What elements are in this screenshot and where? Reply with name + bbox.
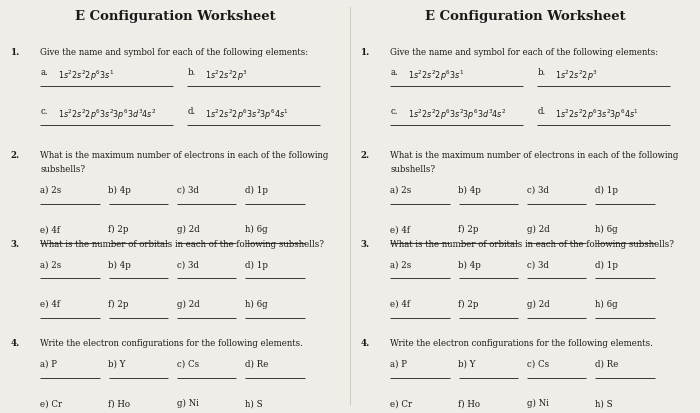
Text: b.: b. [188, 68, 195, 77]
Text: a) 2s: a) 2s [391, 185, 412, 195]
Text: f) 2p: f) 2p [458, 225, 479, 234]
Text: 2.: 2. [360, 151, 370, 160]
Text: What is the maximum number of electrons in each of the following: What is the maximum number of electrons … [391, 151, 678, 160]
Text: 1.: 1. [360, 47, 370, 57]
Text: $1s^22s^22p^3$: $1s^22s^22p^3$ [205, 68, 247, 82]
Text: e) Cr: e) Cr [41, 399, 62, 407]
Text: $1s^22s^22p^63s^1$: $1s^22s^22p^63s^1$ [407, 68, 464, 82]
Text: b) 4p: b) 4p [108, 185, 132, 195]
Text: e) 4f: e) 4f [391, 299, 410, 308]
Text: h) 6g: h) 6g [245, 299, 267, 309]
Text: h) 6g: h) 6g [595, 225, 617, 234]
Text: d.: d. [188, 107, 195, 116]
Text: d) 1p: d) 1p [595, 260, 618, 269]
Text: a) P: a) P [391, 359, 407, 368]
Text: $1s^22s^22p^63s^1$: $1s^22s^22p^63s^1$ [57, 68, 114, 82]
Text: a.: a. [391, 68, 398, 77]
Text: f) 2p: f) 2p [108, 225, 129, 234]
Text: What is the number of orbitals in each of the following subshells?: What is the number of orbitals in each o… [41, 240, 324, 249]
Text: g) Ni: g) Ni [176, 399, 199, 408]
Text: a.: a. [41, 68, 48, 77]
Text: d) Re: d) Re [245, 359, 268, 368]
Text: g) 2d: g) 2d [176, 225, 200, 234]
Text: e) 4f: e) 4f [41, 225, 60, 234]
Text: h) S: h) S [245, 399, 262, 407]
Text: Write the electron configurations for the following elements.: Write the electron configurations for th… [41, 339, 303, 348]
Text: h) 6g: h) 6g [245, 225, 267, 234]
Text: f) Ho: f) Ho [108, 399, 130, 407]
Text: 4.: 4. [360, 339, 370, 348]
Text: b) 4p: b) 4p [108, 260, 132, 269]
Text: d.: d. [538, 107, 545, 116]
Text: c) Cs: c) Cs [526, 359, 549, 368]
Text: f) Ho: f) Ho [458, 399, 480, 407]
Text: h) 6g: h) 6g [595, 299, 617, 309]
Text: d) Re: d) Re [595, 359, 618, 368]
Text: b) 4p: b) 4p [458, 185, 482, 195]
Text: g) 2d: g) 2d [526, 225, 550, 234]
Text: subshells?: subshells? [41, 165, 85, 174]
Text: 3.: 3. [10, 240, 20, 249]
Text: $1s^22s^22p^63s^23p^64s^1$: $1s^22s^22p^63s^23p^64s^1$ [205, 107, 288, 121]
Text: $1s^22s^22p^63s^23p^63d^34s^2$: $1s^22s^22p^63s^23p^63d^34s^2$ [407, 107, 506, 121]
Text: e) Cr: e) Cr [391, 399, 412, 407]
Text: What is the maximum number of electrons in each of the following: What is the maximum number of electrons … [41, 151, 328, 160]
Text: c) 3d: c) 3d [176, 185, 199, 195]
Text: Give the name and symbol for each of the following elements:: Give the name and symbol for each of the… [391, 47, 659, 57]
Text: c) Cs: c) Cs [176, 359, 199, 368]
Text: subshells?: subshells? [391, 165, 435, 174]
Text: 1.: 1. [10, 47, 20, 57]
Text: c.: c. [391, 107, 398, 116]
Text: E Configuration Worksheet: E Configuration Worksheet [425, 10, 625, 23]
Text: g) 2d: g) 2d [176, 299, 200, 309]
Text: $1s^22s^22p^63s^23p^64s^1$: $1s^22s^22p^63s^23p^64s^1$ [554, 107, 638, 121]
Text: b) 4p: b) 4p [458, 260, 482, 269]
Text: e) 4f: e) 4f [391, 225, 410, 234]
Text: f) 2p: f) 2p [458, 299, 479, 309]
Text: a) 2s: a) 2s [41, 260, 62, 269]
Text: b) Y: b) Y [458, 359, 476, 368]
Text: c) 3d: c) 3d [526, 260, 549, 269]
Text: g) 2d: g) 2d [526, 299, 550, 309]
Text: c.: c. [41, 107, 48, 116]
Text: 2.: 2. [10, 151, 20, 160]
Text: c) 3d: c) 3d [176, 260, 199, 269]
Text: b) Y: b) Y [108, 359, 126, 368]
Text: $1s^22s^22p^3$: $1s^22s^22p^3$ [554, 68, 597, 82]
Text: d) 1p: d) 1p [595, 185, 618, 195]
Text: h) S: h) S [595, 399, 612, 407]
Text: Write the electron configurations for the following elements.: Write the electron configurations for th… [391, 339, 653, 348]
Text: What is the number of orbitals in each of the following subshells?: What is the number of orbitals in each o… [391, 240, 674, 249]
Text: e) 4f: e) 4f [41, 299, 60, 308]
Text: E Configuration Worksheet: E Configuration Worksheet [75, 10, 275, 23]
Text: a) P: a) P [41, 359, 57, 368]
Text: g) Ni: g) Ni [526, 399, 549, 408]
Text: d) 1p: d) 1p [245, 185, 268, 195]
Text: c) 3d: c) 3d [526, 185, 549, 195]
Text: a) 2s: a) 2s [391, 260, 412, 269]
Text: Give the name and symbol for each of the following elements:: Give the name and symbol for each of the… [41, 47, 309, 57]
Text: 3.: 3. [360, 240, 370, 249]
Text: d) 1p: d) 1p [245, 260, 268, 269]
Text: b.: b. [538, 68, 545, 77]
Text: $1s^22s^22p^63s^23p^63d^34s^2$: $1s^22s^22p^63s^23p^63d^34s^2$ [57, 107, 156, 121]
Text: a) 2s: a) 2s [41, 185, 62, 195]
Text: 4.: 4. [10, 339, 20, 348]
Text: f) 2p: f) 2p [108, 299, 129, 309]
